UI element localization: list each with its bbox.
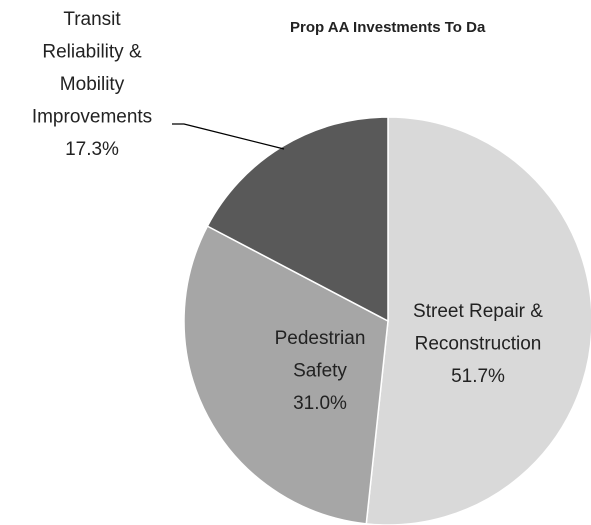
slice-label: Street Repair & Reconstruction 51.7% bbox=[413, 301, 543, 387]
pie-slice bbox=[206, 116, 389, 323]
slice-label: Transit Reliability & Mobility Improvements… bbox=[32, 9, 152, 160]
slice-label-line: Transit bbox=[63, 9, 121, 30]
leader-line bbox=[172, 123, 285, 150]
slice-label-line: Reconstruction bbox=[415, 334, 542, 355]
pie-slice bbox=[183, 225, 389, 525]
chart-title: Prop AA Investments To Da bbox=[290, 19, 486, 36]
slice-label-line: Pedestrian bbox=[275, 328, 366, 349]
slice-label-line: Mobility bbox=[60, 74, 125, 95]
slice-label-line: Improvements bbox=[32, 107, 152, 128]
slice-label: Pedestrian Safety 31.0% bbox=[275, 328, 366, 414]
slice-value-label: 51.7% bbox=[451, 366, 505, 387]
slice-label-line: Safety bbox=[293, 361, 347, 382]
slice-value-label: 31.0% bbox=[293, 393, 347, 414]
pie-slice bbox=[365, 116, 591, 525]
slice-label-line: Street Repair & bbox=[413, 301, 543, 322]
slice-value-label: 17.3% bbox=[65, 139, 119, 160]
slice-label-line: Reliability & bbox=[42, 42, 142, 63]
